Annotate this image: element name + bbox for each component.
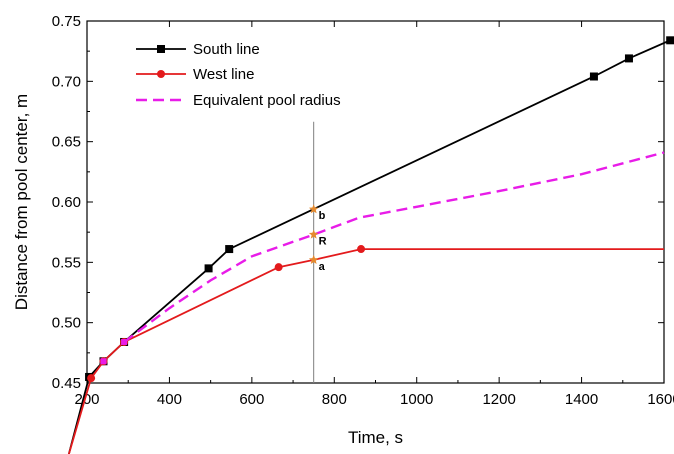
data-point-south-line (666, 36, 674, 45)
x-tick-label: 200 (74, 391, 99, 408)
legend: South line West line Equivalent pool radiu… (136, 41, 341, 109)
annotation-star-r (308, 229, 319, 239)
overlap-marker (100, 358, 107, 365)
x-tick-label: 1000 (400, 391, 433, 408)
x-tick-label: 400 (157, 391, 182, 408)
data-point-west-line (357, 245, 366, 254)
plot-area-frame (86, 20, 665, 384)
data-point-south-line (624, 54, 633, 63)
series-line-equivalent-pool-radius (123, 151, 665, 343)
data-point-west-line (274, 263, 283, 272)
y-tick-label: 0.55 (52, 254, 81, 271)
y-tick-label: 0.65 (52, 134, 81, 151)
y-tick-label: 0.50 (52, 315, 81, 332)
data-point-west-line (87, 374, 96, 383)
y-tick-label: 0.45 (52, 375, 81, 392)
annotation-layer: b Ra (308, 204, 327, 273)
annotation-star-b (308, 204, 319, 214)
annotation-star-a (308, 254, 319, 264)
overlap-marker (121, 338, 128, 345)
series-line-west-line (67, 248, 664, 454)
y-axis: 0.45 0.50 0.55 0.60 0.65 0.70 0.75 (52, 13, 664, 392)
y-tick-label: 0.75 (52, 13, 81, 30)
x-tick-label: 800 (322, 391, 347, 408)
annotation-label-a: a (319, 261, 326, 273)
y-axis-title: Distance from pool center, m (12, 94, 31, 310)
data-point-south-line (589, 72, 598, 81)
y-tick-label: 0.70 (52, 73, 81, 90)
legend-label: South line (193, 41, 260, 58)
data-point-south-line (204, 264, 213, 273)
x-tick-label: 1400 (565, 391, 598, 408)
x-tick-label: 1200 (482, 391, 515, 408)
x-axis-title: Time, s (348, 428, 403, 447)
y-tick-label: 0.60 (52, 194, 81, 211)
legend-label: West line (193, 66, 254, 83)
data-point-south-line (225, 245, 234, 254)
series-line-south-line (67, 39, 674, 454)
annotation-label-r: R (319, 236, 327, 248)
x-tick-label: 600 (239, 391, 264, 408)
legend-label: Equivalent pool radius (193, 92, 341, 109)
series-layer (67, 36, 674, 454)
legend-marker-circle (157, 70, 165, 78)
legend-marker-square (157, 45, 165, 53)
annotation-label-b: b (319, 210, 326, 222)
